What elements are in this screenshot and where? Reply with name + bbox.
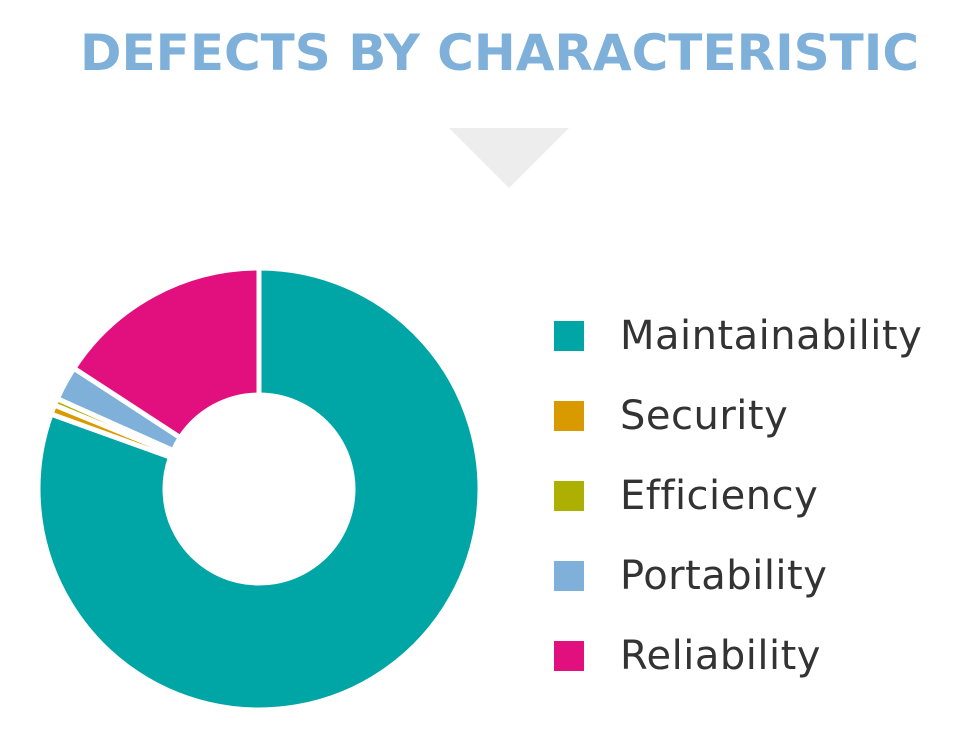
legend-swatch: [554, 401, 584, 431]
legend-label: Reliability: [620, 633, 821, 679]
legend-item-efficiency: Efficiency: [554, 456, 922, 536]
legend-label: Security: [620, 393, 789, 439]
legend-item-portability: Portability: [554, 536, 922, 616]
legend-label: Portability: [620, 553, 828, 599]
legend-label: Efficiency: [620, 473, 819, 519]
legend-swatch: [554, 481, 584, 511]
legend-item-maintainability: Maintainability: [554, 296, 922, 376]
legend-swatch: [554, 321, 584, 351]
legend-swatch: [554, 641, 584, 671]
legend-label: Maintainability: [620, 313, 923, 359]
slice-reliability: [71, 265, 262, 441]
legend-swatch: [554, 561, 584, 591]
chart-legend: Maintainability Security Efficiency Portabi…: [554, 296, 922, 696]
down-arrow-icon: [449, 128, 569, 188]
slice-maintainability: [35, 265, 483, 713]
legend-item-reliability: Reliability: [554, 616, 922, 696]
legend-item-security: Security: [554, 376, 922, 456]
chart-title: DEFECTS BY CHARACTERISTIC: [80, 24, 920, 82]
